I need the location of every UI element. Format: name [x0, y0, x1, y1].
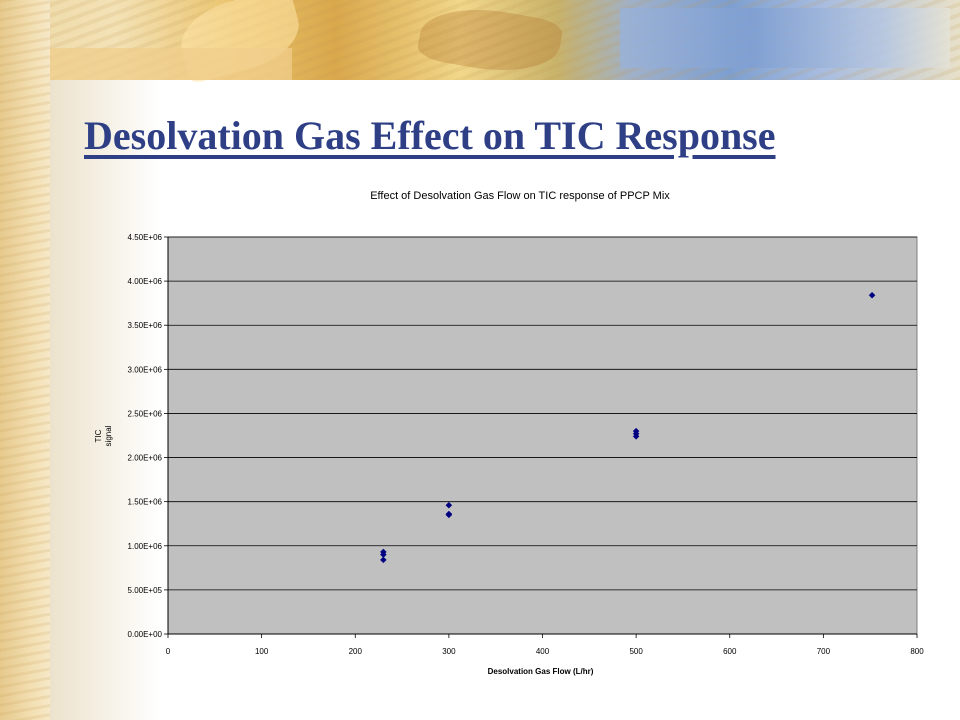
- data-point: [379, 556, 387, 564]
- x-tick-label: 0: [166, 647, 171, 656]
- y-tick-label: 4.50E+06: [128, 233, 163, 242]
- slide-title: Desolvation Gas Effect on TIC Response: [84, 113, 776, 158]
- decorative-banner: [0, 0, 960, 85]
- y-tick-label: 0.00E+00: [128, 630, 163, 639]
- flower-decoration: [620, 8, 950, 68]
- y-tick-label: 3.50E+06: [128, 321, 163, 330]
- x-tick-label: 700: [817, 647, 831, 656]
- background-fade: [50, 80, 160, 720]
- y-tick-label: 1.50E+06: [128, 498, 163, 507]
- parchment-strip: [0, 0, 50, 720]
- plot-area: [167, 236, 918, 635]
- x-axis-label: Desolvation Gas Flow (L/hr): [488, 667, 594, 676]
- data-point: [445, 501, 453, 509]
- tan-decoration: [32, 48, 292, 80]
- y-axis-label-line: signal: [104, 425, 113, 446]
- data-point: [632, 433, 640, 440]
- x-tick-label: 500: [629, 647, 643, 656]
- y-tick-label: 2.00E+06: [128, 454, 163, 463]
- data-point: [868, 291, 876, 299]
- x-tick-label: 100: [255, 647, 269, 656]
- y-tick-label: 2.50E+06: [128, 409, 163, 418]
- x-tick-label: 200: [349, 647, 363, 656]
- x-tick-label: 800: [910, 647, 924, 656]
- y-axis-label: TICsignal: [94, 425, 113, 446]
- y-tick-label: 3.00E+06: [128, 365, 163, 374]
- y-tick-label: 4.00E+06: [128, 277, 163, 286]
- x-tick-label: 400: [536, 647, 550, 656]
- y-axis-label-line: TIC: [94, 429, 103, 442]
- data-point: [445, 511, 453, 519]
- x-tick-label: 300: [442, 647, 456, 656]
- y-tick-label: 5.00E+05: [128, 586, 163, 595]
- x-tick-label: 600: [723, 647, 737, 656]
- chart-title: Effect of Desolvation Gas Flow on TIC re…: [370, 190, 670, 202]
- y-tick-label: 1.00E+06: [128, 542, 163, 551]
